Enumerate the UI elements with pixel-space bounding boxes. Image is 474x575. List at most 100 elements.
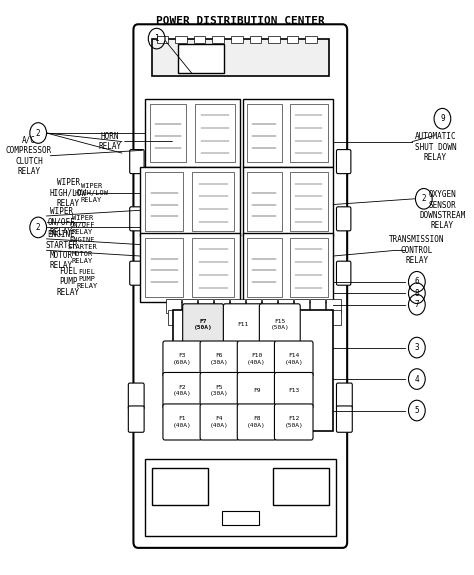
Bar	[186, 310, 201, 325]
Bar	[145, 459, 336, 536]
Text: 2: 2	[421, 194, 426, 204]
Text: AUTOMATIC
SHUT DOWN
RELAY: AUTOMATIC SHUT DOWN RELAY	[415, 132, 456, 162]
Bar	[246, 299, 261, 313]
Bar	[203, 310, 218, 325]
FancyBboxPatch shape	[163, 373, 201, 408]
FancyBboxPatch shape	[128, 383, 144, 409]
FancyBboxPatch shape	[130, 150, 144, 174]
Text: ENGINE
STARTER
MOTOR
RELAY: ENGINE STARTER MOTOR RELAY	[45, 230, 78, 270]
Bar	[194, 36, 205, 43]
Bar	[305, 36, 317, 43]
FancyBboxPatch shape	[237, 341, 276, 377]
Text: F12
(50A): F12 (50A)	[284, 416, 303, 428]
Text: F1
(40A): F1 (40A)	[173, 416, 191, 428]
Text: WIPER
HIGH/LOW
RELAY: WIPER HIGH/LOW RELAY	[50, 178, 87, 208]
Text: HORN
RELAY: HORN RELAY	[99, 132, 122, 151]
Bar	[214, 299, 229, 313]
Bar	[157, 36, 168, 43]
Text: F14
(40A): F14 (40A)	[284, 354, 303, 365]
Bar	[291, 310, 306, 325]
Bar	[247, 104, 282, 162]
Bar	[146, 238, 183, 297]
FancyBboxPatch shape	[200, 373, 239, 408]
FancyBboxPatch shape	[274, 404, 313, 440]
Text: A/C
COMPRESSOR
CLUTCH
RELAY: A/C COMPRESSOR CLUTCH RELAY	[6, 136, 52, 176]
FancyBboxPatch shape	[163, 404, 201, 440]
Text: F6
(30A): F6 (30A)	[210, 354, 229, 365]
Bar	[290, 172, 328, 231]
Text: 9: 9	[440, 114, 445, 123]
Bar	[221, 310, 236, 325]
Text: 8: 8	[415, 289, 419, 298]
Text: FUEL
PUMP
RELAY: FUEL PUMP RELAY	[76, 269, 98, 289]
Text: 2: 2	[36, 128, 40, 137]
Bar	[192, 172, 234, 231]
Bar	[168, 310, 183, 325]
Bar	[212, 36, 224, 43]
Text: 4: 4	[415, 374, 419, 384]
FancyBboxPatch shape	[134, 24, 347, 548]
Bar	[231, 36, 243, 43]
FancyBboxPatch shape	[337, 383, 352, 409]
FancyBboxPatch shape	[237, 404, 276, 440]
Bar	[145, 99, 240, 167]
Text: F8
(40A): F8 (40A)	[247, 416, 266, 428]
FancyBboxPatch shape	[237, 373, 276, 408]
Text: F11: F11	[237, 322, 248, 327]
FancyBboxPatch shape	[182, 304, 224, 346]
Bar	[150, 104, 186, 162]
Text: F13: F13	[288, 388, 300, 393]
Bar	[309, 310, 324, 325]
Text: ENGINE
STARTER
MOTOR
RELAY: ENGINE STARTER MOTOR RELAY	[67, 237, 97, 264]
Bar	[243, 99, 333, 167]
Text: POWER DISTRIBUTION CENTER: POWER DISTRIBUTION CENTER	[156, 17, 325, 26]
Bar	[268, 36, 280, 43]
Text: F9: F9	[253, 388, 260, 393]
Text: WIPER
ON/OFF
RELAY: WIPER ON/OFF RELAY	[47, 207, 75, 236]
Bar	[140, 167, 240, 236]
FancyBboxPatch shape	[274, 341, 313, 377]
Bar	[146, 172, 183, 231]
Bar	[256, 310, 271, 325]
Text: TRANSMISSION
CONTROL
RELAY: TRANSMISSION CONTROL RELAY	[389, 235, 445, 265]
Text: 2: 2	[36, 223, 40, 232]
Text: WIPER
HIGH/LOW
RELAY: WIPER HIGH/LOW RELAY	[74, 183, 109, 203]
FancyBboxPatch shape	[337, 261, 351, 285]
Bar	[290, 104, 328, 162]
Bar	[273, 467, 328, 505]
Text: F5
(30A): F5 (30A)	[210, 385, 229, 396]
Bar	[278, 299, 293, 313]
Text: OXYGEN
SENSOR
DOWNSTREAM
RELAY: OXYGEN SENSOR DOWNSTREAM RELAY	[419, 190, 465, 231]
FancyBboxPatch shape	[337, 150, 351, 174]
Bar	[192, 238, 234, 297]
Text: 7: 7	[415, 300, 419, 309]
Text: F15
(50A): F15 (50A)	[270, 319, 289, 330]
Text: 6: 6	[415, 277, 419, 286]
FancyBboxPatch shape	[163, 341, 201, 377]
Bar	[243, 233, 333, 302]
Bar	[182, 299, 197, 313]
FancyBboxPatch shape	[130, 207, 144, 231]
Text: F7
(50A): F7 (50A)	[194, 319, 212, 330]
FancyBboxPatch shape	[259, 304, 300, 346]
Bar	[166, 299, 181, 313]
Bar	[290, 238, 328, 297]
Text: FUEL
PUMP
RELAY: FUEL PUMP RELAY	[57, 267, 80, 297]
FancyBboxPatch shape	[130, 261, 144, 285]
Bar	[178, 44, 224, 73]
FancyBboxPatch shape	[337, 406, 352, 432]
Text: F3
(60A): F3 (60A)	[173, 354, 191, 365]
Bar	[247, 238, 282, 297]
Text: 3: 3	[415, 343, 419, 352]
Bar	[222, 511, 259, 525]
Bar	[140, 233, 240, 302]
Bar	[262, 299, 277, 313]
Bar	[310, 299, 325, 313]
Bar	[152, 467, 208, 505]
Bar	[326, 299, 341, 313]
Text: F4
(40A): F4 (40A)	[210, 416, 229, 428]
Bar	[250, 36, 261, 43]
Text: F2
(40A): F2 (40A)	[173, 385, 191, 396]
Bar	[175, 36, 187, 43]
Text: WIPER
ON/OFF
RELAY: WIPER ON/OFF RELAY	[70, 214, 95, 235]
